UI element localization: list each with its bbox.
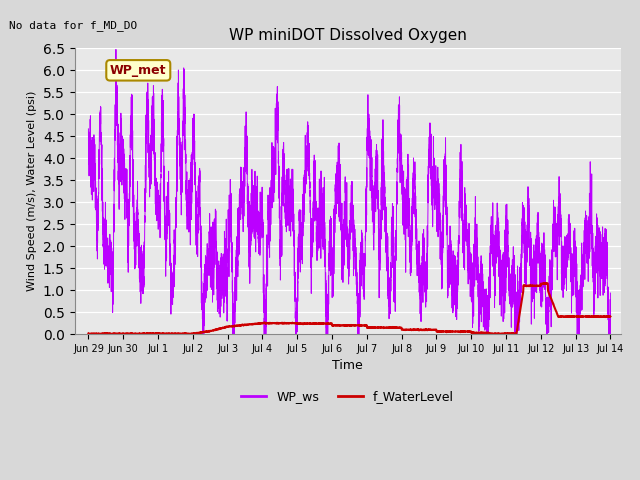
Text: WP_met: WP_met: [110, 64, 166, 77]
X-axis label: Time: Time: [332, 360, 363, 372]
Legend: WP_ws, f_WaterLevel: WP_ws, f_WaterLevel: [236, 385, 459, 408]
Y-axis label: Wind Speed (m/s), Water Level (psi): Wind Speed (m/s), Water Level (psi): [28, 91, 37, 291]
Title: WP miniDOT Dissolved Oxygen: WP miniDOT Dissolved Oxygen: [228, 28, 467, 43]
Text: No data for f_MD_DO: No data for f_MD_DO: [9, 20, 137, 31]
